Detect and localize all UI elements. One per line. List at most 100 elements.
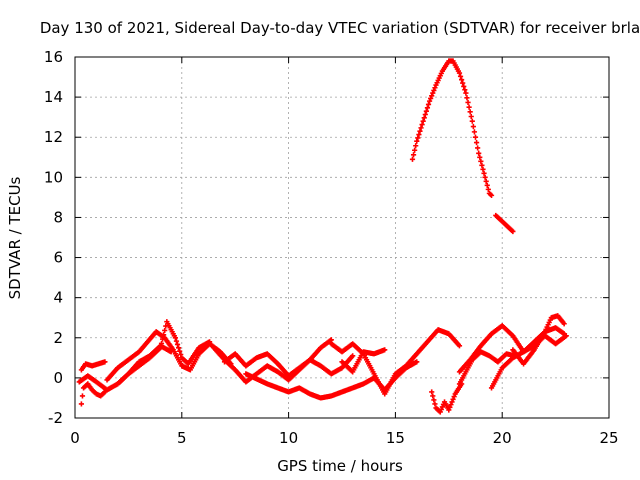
- data-point: [488, 192, 495, 198]
- data-point: [481, 170, 487, 176]
- data-point: [467, 109, 473, 115]
- data-point: [476, 150, 482, 156]
- data-point: [482, 174, 488, 180]
- data-point: [510, 228, 516, 235]
- grid: [75, 57, 609, 418]
- data-point: [412, 147, 418, 153]
- data-point: [466, 104, 472, 110]
- data-point: [485, 186, 491, 192]
- data-point: [410, 152, 417, 158]
- y-tick-label: 12: [44, 128, 63, 146]
- data-point: [430, 393, 436, 399]
- data-point: [473, 139, 480, 146]
- plot-frame: [74, 56, 610, 419]
- series-arc-17: [488, 325, 567, 391]
- x-tick-label: 0: [70, 429, 80, 447]
- data-point: [417, 128, 423, 134]
- data-point: [157, 345, 164, 351]
- data-point: [177, 348, 183, 354]
- data-point: [561, 331, 567, 337]
- data-point: [456, 343, 463, 349]
- data-point: [350, 353, 356, 359]
- data-point: [456, 70, 463, 76]
- data-point: [469, 118, 475, 124]
- data-point: [178, 351, 184, 358]
- data-point: [413, 143, 419, 149]
- data-point: [424, 105, 431, 111]
- data-point: [419, 121, 425, 128]
- y-tick-label: 16: [44, 48, 63, 66]
- data-point: [425, 101, 432, 108]
- y-tick-label: 8: [53, 208, 63, 226]
- y-tick-label: 10: [44, 168, 63, 186]
- data-point: [415, 135, 421, 141]
- data-point: [448, 402, 454, 408]
- data-point: [409, 156, 416, 162]
- data-point: [174, 341, 181, 348]
- data-point: [418, 125, 424, 131]
- data-point: [484, 182, 490, 188]
- data-point: [449, 399, 455, 405]
- data-point: [464, 95, 470, 101]
- data-point: [431, 397, 437, 403]
- series-arc-9: [328, 327, 463, 397]
- series-arc-2: [78, 359, 108, 373]
- y-axis-label: SDTVAR / TECUs: [6, 176, 24, 299]
- chart-title: Day 130 of 2021, Sidereal Day-to-day VTE…: [40, 19, 640, 37]
- series-arc-13: [429, 381, 465, 415]
- data-point: [416, 131, 422, 138]
- data-point: [461, 83, 467, 90]
- data-point: [463, 90, 469, 96]
- data-point: [478, 158, 484, 164]
- data-point: [477, 154, 483, 160]
- data-point: [457, 73, 464, 79]
- series-arc-4: [104, 329, 234, 383]
- data-point: [79, 393, 86, 399]
- data-point: [451, 394, 457, 400]
- x-tick-label: 20: [493, 429, 512, 447]
- data-point: [206, 339, 213, 345]
- data-point: [459, 77, 465, 83]
- data-point: [483, 178, 489, 184]
- y-tick-label: 6: [53, 249, 63, 267]
- x-tick-label: 15: [386, 429, 405, 447]
- data-point: [421, 115, 427, 121]
- data-point: [172, 335, 178, 341]
- data-point: [158, 340, 165, 347]
- series-arc-1: [78, 381, 108, 407]
- data-point: [465, 99, 471, 106]
- series-arc-14: [456, 349, 518, 387]
- data-point: [78, 401, 85, 407]
- data-point: [429, 389, 435, 395]
- data-point: [159, 336, 166, 342]
- data-point: [480, 166, 486, 172]
- data-point: [430, 90, 436, 96]
- data-point: [420, 118, 426, 124]
- y-tick-label: 4: [53, 289, 63, 307]
- data-point: [382, 347, 388, 353]
- data-point: [432, 85, 438, 91]
- data-point: [429, 93, 435, 99]
- data-point: [432, 401, 438, 407]
- data-point: [161, 332, 167, 338]
- data-point: [162, 327, 168, 334]
- data-point: [472, 134, 479, 140]
- data-point: [446, 407, 452, 413]
- data-point: [173, 338, 180, 344]
- data-point: [561, 321, 567, 327]
- data-point: [431, 87, 437, 94]
- data-point: [471, 129, 478, 135]
- x-tick-label: 25: [599, 429, 618, 447]
- x-tick-label: 10: [279, 429, 298, 447]
- data-point: [468, 113, 474, 120]
- data-point: [450, 396, 456, 402]
- data-point: [428, 95, 434, 102]
- data-point: [447, 404, 453, 410]
- axis-ticks: 0 5 10 15 20 25 -2 0 2 4 6 8 10 12 14 16: [44, 48, 619, 447]
- data-point: [423, 108, 429, 114]
- y-tick-label: 2: [53, 329, 63, 347]
- series-arc-10: [339, 347, 388, 375]
- series-arc-11: [409, 58, 495, 198]
- data-point: [462, 87, 468, 93]
